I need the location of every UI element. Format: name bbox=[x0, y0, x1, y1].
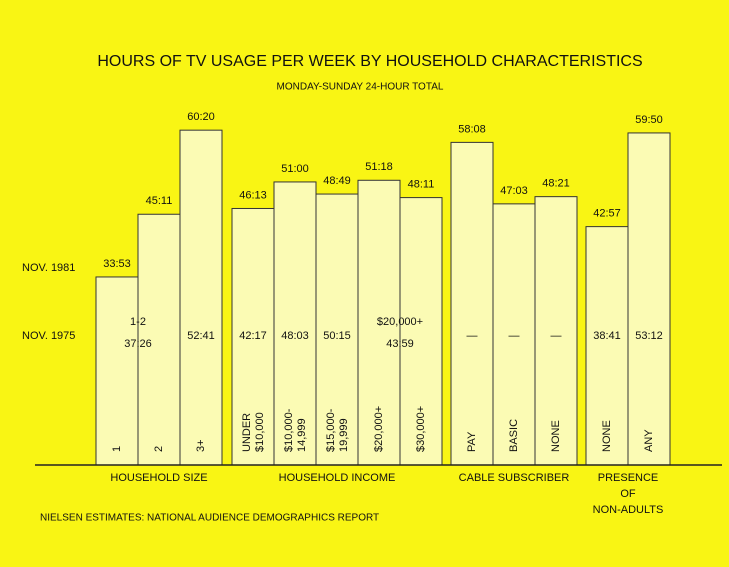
value-label: 47:03 bbox=[500, 185, 528, 197]
category-label: 1 bbox=[111, 446, 123, 452]
category-label: ANY bbox=[643, 429, 655, 452]
chart-title: HOURS OF TV USAGE PER WEEK BY HOUSEHOLD … bbox=[97, 53, 642, 70]
value-label-1975: 50:15 bbox=[323, 330, 351, 342]
bar bbox=[450, 141, 494, 466]
series-label: NOV. 1975 bbox=[22, 330, 75, 342]
category-label: $30,000+ bbox=[415, 406, 427, 452]
group-label: HOUSEHOLD SIZE bbox=[110, 472, 207, 484]
value-label: 51:18 bbox=[365, 161, 393, 173]
value-label-1975: 52:41 bbox=[187, 330, 215, 342]
bar bbox=[492, 203, 536, 466]
category-label: NONE bbox=[550, 420, 562, 452]
bar bbox=[315, 193, 359, 466]
category-label: NONE bbox=[601, 420, 613, 452]
value-label-1975: — bbox=[509, 330, 520, 342]
category-label: 2 bbox=[153, 446, 165, 452]
category-label: PAY bbox=[466, 431, 478, 452]
category-label: $10,000-14,999 bbox=[283, 408, 308, 452]
value-label: 45:11 bbox=[146, 195, 173, 207]
group-label: CABLE SUBSCRIBER bbox=[459, 472, 570, 484]
value-label-1975: — bbox=[467, 330, 478, 342]
group-label: PRESENCE OF NON-ADULTS bbox=[593, 472, 664, 516]
bar bbox=[357, 179, 401, 466]
bar bbox=[534, 196, 578, 466]
value-label: 48:11 bbox=[408, 179, 435, 191]
bar bbox=[179, 129, 223, 466]
value-label-1975: 53:12 bbox=[635, 330, 663, 342]
bar bbox=[627, 132, 671, 466]
value-label: 58:08 bbox=[458, 123, 486, 135]
value-label-1975: 42:17 bbox=[239, 330, 267, 342]
value-label-1975: 43:59 bbox=[386, 338, 414, 350]
value-label: 46:13 bbox=[239, 189, 267, 201]
value-label: 33:53 bbox=[103, 258, 131, 270]
bar bbox=[137, 213, 181, 466]
category-label: $20,000+ bbox=[373, 406, 385, 452]
value-label: 42:57 bbox=[593, 208, 621, 220]
value-label: 60:20 bbox=[187, 111, 215, 123]
value-label-1975: 48:03 bbox=[281, 330, 309, 342]
category-label: $15,000-19,999 bbox=[325, 408, 350, 452]
prefix-label: 1-2 bbox=[130, 316, 146, 328]
value-label-1975: 37:26 bbox=[124, 338, 152, 350]
value-label-1975: 38:41 bbox=[593, 330, 621, 342]
bar bbox=[399, 197, 443, 466]
value-label: 51:00 bbox=[281, 163, 309, 175]
category-label: BASIC bbox=[508, 419, 520, 452]
category-label: 3+ bbox=[195, 439, 207, 452]
bar bbox=[231, 207, 275, 466]
prefix-label: $20,000+ bbox=[377, 316, 423, 328]
value-label: 48:49 bbox=[323, 175, 351, 187]
value-label: 59:50 bbox=[635, 114, 663, 126]
bar bbox=[95, 276, 139, 466]
series-label: NOV. 1981 bbox=[22, 262, 75, 274]
source-note: NIELSEN ESTIMATES: NATIONAL AUDIENCE DEM… bbox=[40, 513, 379, 524]
category-label: UNDER$10,000 bbox=[241, 412, 266, 452]
group-label: HOUSEHOLD INCOME bbox=[279, 472, 396, 484]
value-label: 48:21 bbox=[542, 178, 570, 190]
chart-subtitle: MONDAY-SUNDAY 24-HOUR TOTAL bbox=[277, 82, 444, 93]
bar bbox=[273, 181, 317, 466]
value-label-1975: — bbox=[551, 330, 562, 342]
